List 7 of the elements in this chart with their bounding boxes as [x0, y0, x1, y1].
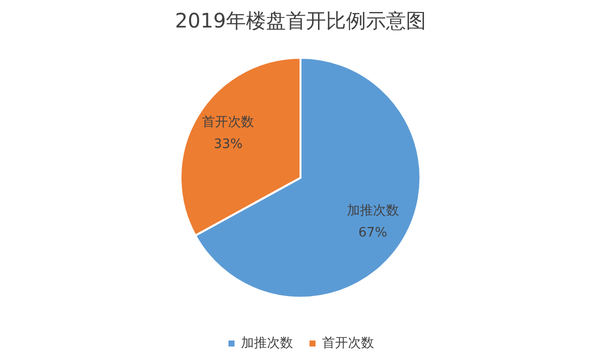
legend-label: 加推次数: [241, 335, 293, 352]
slice-label: 首开次数: [202, 114, 254, 130]
legend-label: 首开次数: [322, 335, 374, 352]
data-label: 33%: [214, 137, 243, 152]
chart-title: 2019年楼盘首开比例示意图: [175, 8, 426, 32]
data-label: 67%: [358, 226, 388, 241]
slice-label: 加推次数: [346, 203, 399, 218]
